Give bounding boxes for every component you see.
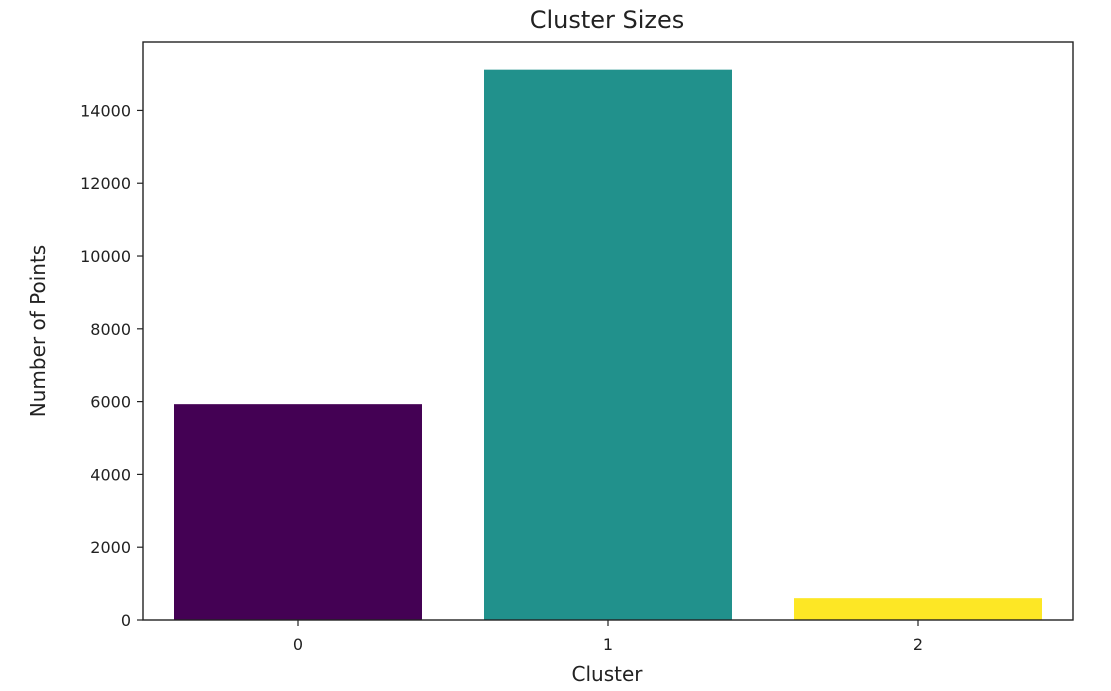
y-tick-label: 0 xyxy=(121,611,131,630)
bar-cluster-0 xyxy=(174,404,422,620)
bar-cluster-1 xyxy=(484,69,732,620)
x-axis-label: Cluster xyxy=(572,662,644,686)
y-axis: 0 2000 4000 6000 8000 10000 12000 14000 xyxy=(80,101,143,630)
x-tick-label: 1 xyxy=(603,635,613,654)
y-tick-label: 8000 xyxy=(90,320,131,339)
bar-cluster-2 xyxy=(794,598,1042,620)
y-tick-label: 14000 xyxy=(80,101,131,120)
bars-group xyxy=(174,69,1042,620)
y-tick-label: 6000 xyxy=(90,393,131,412)
y-tick-label: 10000 xyxy=(80,247,131,266)
x-tick-label: 0 xyxy=(293,635,303,654)
plot-frame xyxy=(142,41,1074,621)
y-tick-label: 12000 xyxy=(80,174,131,193)
y-tick-label: 4000 xyxy=(90,465,131,484)
chart-title: Cluster Sizes xyxy=(530,6,685,34)
y-axis-label: Number of Points xyxy=(26,245,50,417)
x-axis: 0 1 2 xyxy=(293,620,923,654)
x-tick-label: 2 xyxy=(913,635,923,654)
y-tick-label: 2000 xyxy=(90,538,131,557)
